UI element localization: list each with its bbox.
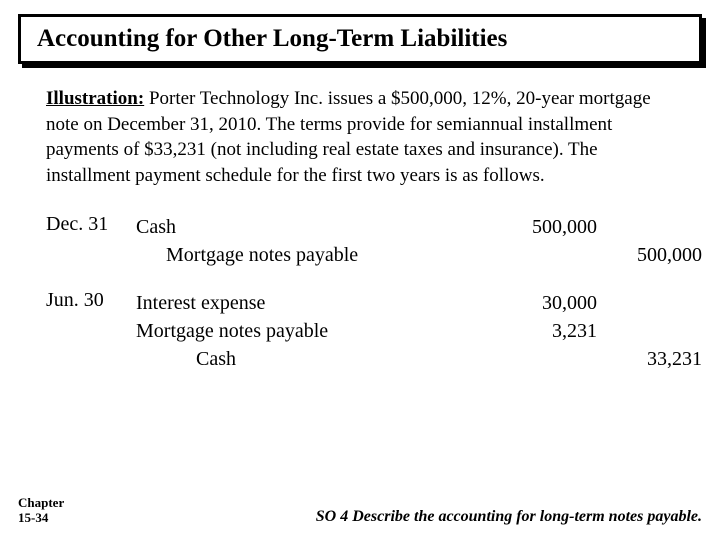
journal-line: Mortgage notes payable 3,231 (136, 317, 702, 345)
illustration-label: Illustration: (46, 88, 144, 109)
account-name: Interest expense (136, 289, 492, 317)
journal-line: Cash 33,231 (136, 345, 702, 373)
credit-amount (597, 213, 702, 241)
debit-amount: 500,000 (492, 213, 597, 241)
illustration-paragraph: Illustration: Porter Technology Inc. iss… (46, 86, 684, 189)
account-name: Cash (136, 213, 492, 241)
entry-accounts: Interest expense 30,000 Mortgage notes p… (136, 289, 702, 373)
credit-amount (597, 317, 702, 345)
page-title: Accounting for Other Long-Term Liabiliti… (37, 25, 683, 53)
account-name: Mortgage notes payable (136, 241, 492, 269)
entry-date: Dec. 31 (46, 213, 136, 236)
account-name: Mortgage notes payable (136, 317, 492, 345)
study-objective: SO 4 Describe the accounting for long-te… (316, 508, 702, 526)
chapter-line2: 15-34 (18, 510, 64, 526)
journal-line: Mortgage notes payable 500,000 (136, 241, 702, 269)
journal-entries: Dec. 31 Cash 500,000 Mortgage notes paya… (46, 213, 702, 373)
chapter-label: Chapter 15-34 (18, 495, 64, 526)
journal-line: Cash 500,000 (136, 213, 702, 241)
journal-entry: Jun. 30 Interest expense 30,000 Mortgage… (46, 289, 702, 373)
credit-amount (597, 289, 702, 317)
debit-amount: 30,000 (492, 289, 597, 317)
journal-line: Interest expense 30,000 (136, 289, 702, 317)
footer: Chapter 15-34 SO 4 Describe the accounti… (18, 495, 702, 526)
title-box: Accounting for Other Long-Term Liabiliti… (18, 14, 702, 64)
debit-amount: 3,231 (492, 317, 597, 345)
credit-amount: 33,231 (597, 345, 702, 373)
credit-amount: 500,000 (597, 241, 702, 269)
entry-date: Jun. 30 (46, 289, 136, 312)
journal-entry: Dec. 31 Cash 500,000 Mortgage notes paya… (46, 213, 702, 269)
debit-amount (492, 345, 597, 373)
chapter-line1: Chapter (18, 495, 64, 511)
debit-amount (492, 241, 597, 269)
entry-accounts: Cash 500,000 Mortgage notes payable 500,… (136, 213, 702, 269)
account-name: Cash (136, 345, 492, 373)
